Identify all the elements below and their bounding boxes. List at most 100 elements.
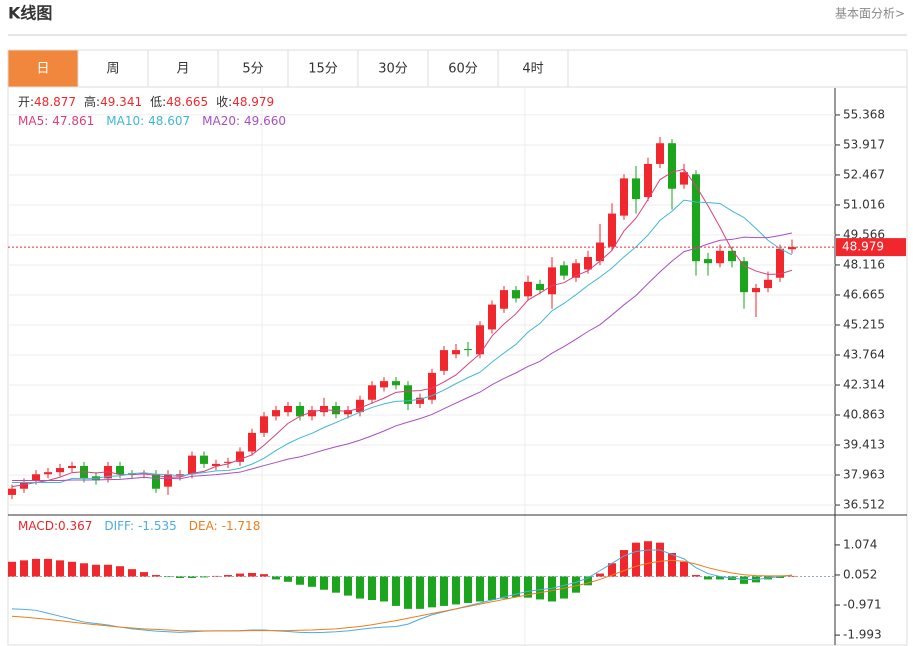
tab-label[interactable]: 30分 xyxy=(378,62,408,77)
y-tick-label: 55.368 xyxy=(843,107,885,121)
candle-body xyxy=(728,250,736,262)
candle-body xyxy=(452,350,460,355)
ma-legend-value: 48.607 xyxy=(148,114,190,128)
last-price-box xyxy=(836,238,906,257)
tab-label[interactable]: 60分 xyxy=(448,62,478,77)
macd-bar xyxy=(476,576,484,602)
tab-label[interactable]: 日 xyxy=(36,62,49,77)
candle-body xyxy=(608,213,616,247)
macd-bar xyxy=(272,576,280,580)
tab[interactable] xyxy=(217,49,289,88)
macd-bar xyxy=(380,576,388,602)
y-tick-label: 49.566 xyxy=(843,227,885,241)
tab[interactable] xyxy=(287,49,359,88)
macd-bar xyxy=(488,576,496,601)
candle-body xyxy=(500,290,508,309)
candle-body xyxy=(224,461,232,463)
macd-bar xyxy=(32,558,40,577)
tab[interactable] xyxy=(427,49,499,88)
macd-bar xyxy=(200,576,208,578)
candle-body xyxy=(368,385,376,400)
macd-bar xyxy=(452,576,460,605)
y-tick-label: 40.863 xyxy=(843,408,885,422)
macd-bar xyxy=(632,542,640,577)
macd-bar xyxy=(692,575,700,577)
candle-body xyxy=(392,381,400,386)
macd-legend-name: DIFF: xyxy=(104,519,134,533)
tab-label[interactable]: 5分 xyxy=(242,62,263,77)
tab-label[interactable]: 4时 xyxy=(522,62,543,77)
y-tick-label: 1.074 xyxy=(843,537,877,551)
macd-bar xyxy=(116,566,124,577)
candle-body xyxy=(344,410,352,415)
candle-body xyxy=(764,279,772,289)
y-tick-label: 37.963 xyxy=(843,468,885,482)
tab-label[interactable]: 周 xyxy=(106,62,119,77)
macd-bar xyxy=(320,576,328,590)
macd-bar xyxy=(704,576,712,580)
candle-body xyxy=(668,143,676,189)
tab-label[interactable]: 15分 xyxy=(308,62,338,77)
ma-legend-value: 47.861 xyxy=(52,114,94,128)
candle-body xyxy=(572,263,580,278)
macd-legend-name: DEA: xyxy=(189,519,218,533)
ohlc-label: 高: xyxy=(84,94,100,109)
candle-body xyxy=(752,288,760,293)
analysis-link[interactable]: 基本面分析> xyxy=(835,7,905,21)
macd-bar xyxy=(56,560,64,577)
macd-bar xyxy=(92,564,100,577)
macd-bar xyxy=(524,576,532,598)
macd-bar xyxy=(356,576,364,599)
candle-body xyxy=(164,474,172,487)
candle-body xyxy=(488,304,496,330)
ohlc-label: 低: xyxy=(150,95,166,109)
macd-bar xyxy=(680,561,688,577)
candle-body xyxy=(296,405,304,417)
chart-frame xyxy=(7,49,908,646)
ma-line xyxy=(12,199,793,484)
macd-bar xyxy=(740,576,748,584)
macd-bar xyxy=(512,576,520,598)
macd-bar xyxy=(344,576,352,596)
macd-bar xyxy=(404,576,412,609)
macd-bar xyxy=(608,563,616,577)
last-price-label: 48.979 xyxy=(842,240,884,254)
macd-line xyxy=(11,549,793,634)
macd-bar xyxy=(104,564,112,577)
macd-bar xyxy=(236,573,244,577)
candle-body xyxy=(512,290,520,299)
tab-label[interactable]: 月 xyxy=(176,62,189,77)
y-tick-label: -0.971 xyxy=(843,598,882,612)
y-tick-label: 48.116 xyxy=(843,257,885,271)
candle-body xyxy=(476,325,484,355)
candle-body xyxy=(656,143,664,164)
macd-bar xyxy=(260,574,268,577)
candle-body xyxy=(404,385,412,404)
macd-bar xyxy=(584,576,592,586)
macd-bar xyxy=(572,576,580,593)
macd-bar xyxy=(332,576,340,593)
candle-body xyxy=(308,410,316,417)
macd-bar xyxy=(644,541,652,577)
macd-bar xyxy=(20,560,28,577)
macd-bar xyxy=(464,576,472,603)
macd-legend-value: 0.367 xyxy=(58,519,92,533)
ohlc-value: 48.877 xyxy=(34,95,76,109)
candle-body xyxy=(260,416,268,433)
tab[interactable] xyxy=(7,49,79,88)
tab[interactable] xyxy=(357,49,429,88)
candle-body xyxy=(272,410,280,417)
candle-body xyxy=(464,349,472,351)
candle-body xyxy=(380,381,388,388)
candle-body xyxy=(596,242,604,262)
candle-body xyxy=(44,472,52,475)
macd-bar xyxy=(140,572,148,577)
tab[interactable] xyxy=(497,49,569,88)
candle-body xyxy=(704,259,712,264)
candle-body xyxy=(8,488,16,495)
y-tick-label: 43.764 xyxy=(843,347,885,361)
macd-bar xyxy=(656,542,664,577)
macd-bar xyxy=(776,576,784,578)
